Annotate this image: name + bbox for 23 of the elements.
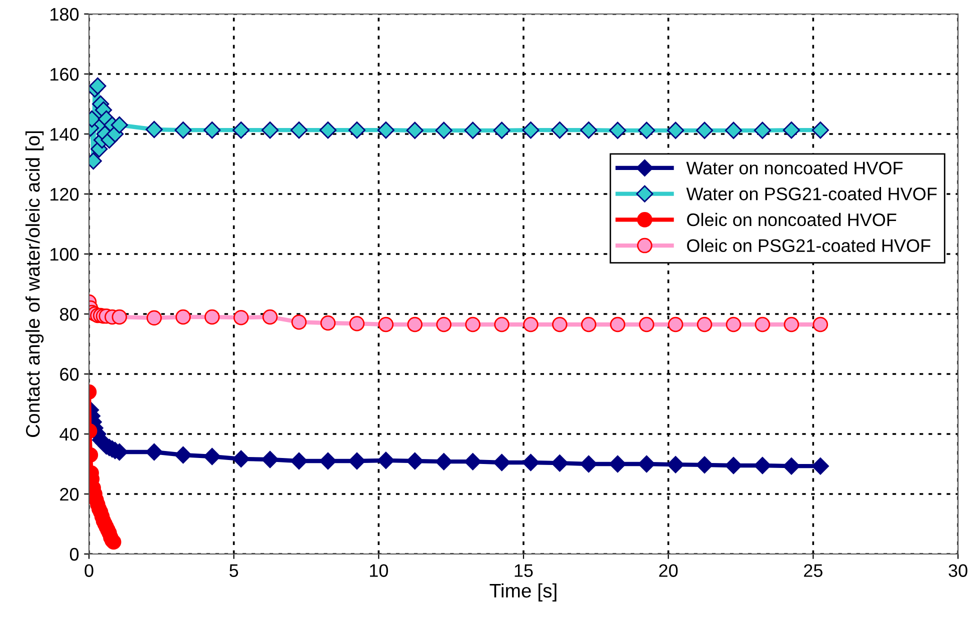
y-tick-label: 20	[60, 488, 79, 501]
legend-label: Water on PSG21-coated HVOF	[686, 187, 937, 200]
y-tick-label: 100	[50, 248, 79, 261]
x-tick-label: 0	[84, 564, 94, 577]
x-axis-title: Time [s]	[490, 583, 556, 602]
y-tick-label: 160	[50, 68, 79, 81]
y-tick-label: 60	[60, 368, 79, 381]
y-tick-label: 180	[50, 8, 79, 21]
x-tick-label: 30	[948, 564, 968, 577]
y-tick-label: 80	[60, 308, 79, 321]
x-tick-label: 25	[804, 564, 822, 577]
legend-label: Oleic on PSG21-coated HVOF	[687, 238, 930, 252]
y-axis-title: Contact angle of water/oleic acid [o]	[25, 131, 44, 438]
x-tick-label: 20	[659, 564, 678, 577]
x-tick-label: 5	[230, 564, 238, 577]
y-tick-label: 140	[50, 128, 79, 141]
x-tick-label: 10	[370, 564, 388, 577]
x-tick-label: 15	[514, 564, 533, 577]
y-tick-label: 0	[70, 548, 79, 561]
y-tick-label: 120	[50, 188, 79, 201]
y-tick-label: 40	[60, 428, 79, 441]
legend-label: Oleic on noncoated HVOF	[687, 212, 896, 226]
legend-label: Water on noncoated HVOF	[686, 161, 903, 174]
